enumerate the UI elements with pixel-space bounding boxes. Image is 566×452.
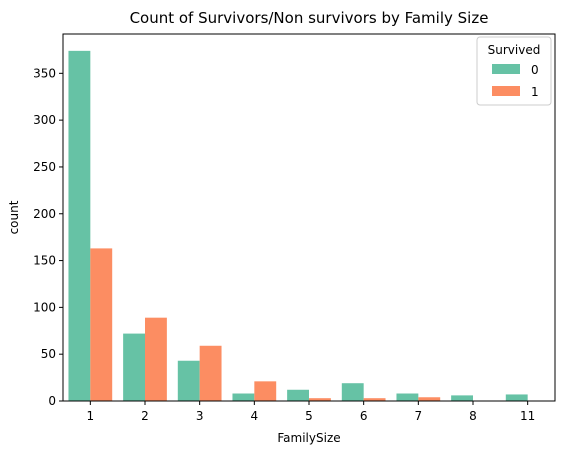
x-tick-label: 6	[360, 409, 368, 423]
bar-survived-0-size-7	[396, 393, 419, 401]
bar-survived-1-size-5	[309, 398, 331, 401]
x-tick-label: 5	[305, 409, 313, 423]
x-tick-label: 7	[415, 409, 423, 423]
y-tick-label: 200	[33, 207, 56, 221]
chart-title: Count of Survivors/Non survivors by Fami…	[130, 9, 489, 27]
bar-survived-0-size-11	[505, 394, 528, 401]
plot-frame	[62, 33, 556, 402]
x-tick-label: 8	[469, 409, 477, 423]
bar-survived-1-size-1	[90, 248, 113, 401]
y-tick-label: 0	[48, 394, 56, 408]
y-tick-label: 100	[33, 300, 56, 314]
y-axis-label: count	[7, 200, 21, 234]
bar-survived-0-size-1	[68, 50, 91, 401]
legend-swatch-0	[492, 64, 520, 74]
y-tick-label: 150	[33, 254, 56, 268]
bar-survived-0-size-2	[123, 333, 145, 401]
bar-survived-1-size-7	[418, 397, 441, 401]
legend-label-1: 1	[531, 85, 539, 99]
x-tick-label: 2	[141, 409, 149, 423]
bar-survived-1-size-4	[254, 381, 277, 401]
x-axis-label: FamilySize	[277, 431, 340, 445]
bar-survived-0-size-8	[451, 395, 473, 401]
bar-survived-0-size-5	[287, 389, 309, 401]
legend-swatch-1	[492, 86, 520, 96]
bar-survived-1-size-3	[199, 345, 222, 401]
y-tick-label: 300	[33, 113, 56, 127]
bar-survived-1-size-6	[363, 398, 386, 401]
legend-title: Survived	[488, 43, 541, 57]
bars-group	[68, 50, 528, 401]
y-axis: 0 50 100 150 200 250 300 350	[33, 66, 63, 408]
legend: Survived 01	[476, 36, 552, 106]
x-tick-label: 1	[87, 409, 95, 423]
x-tick-label: 3	[196, 409, 204, 423]
y-tick-label: 50	[41, 347, 56, 361]
legend-items: 01	[492, 63, 539, 99]
x-tick-label: 4	[251, 409, 259, 423]
y-tick-label: 350	[33, 66, 56, 80]
legend-label-0: 0	[531, 63, 539, 77]
bar-survived-0-size-6	[341, 383, 364, 401]
x-axis: 1 2 3 4 5 6 7 8 11	[87, 401, 535, 423]
x-tick-label: 11	[520, 409, 535, 423]
y-tick-label: 250	[33, 160, 56, 174]
bar-survived-0-size-3	[177, 360, 200, 401]
bar-survived-0-size-4	[232, 393, 255, 401]
bar-survived-1-size-2	[145, 317, 167, 401]
